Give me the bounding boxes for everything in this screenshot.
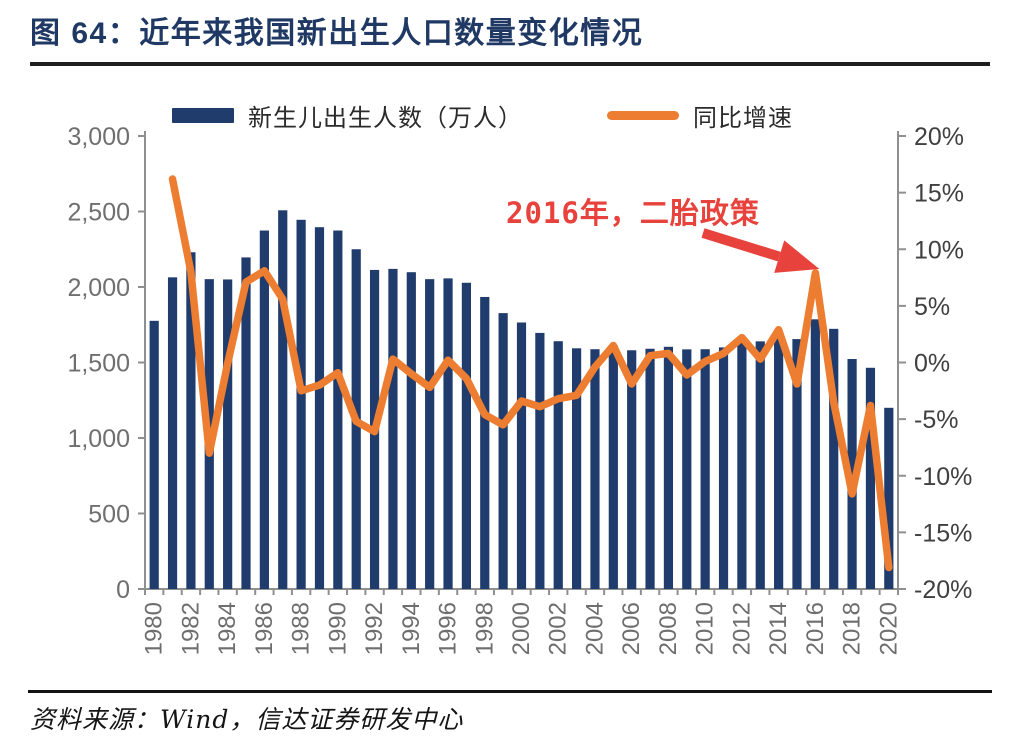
birth-count-bar bbox=[571, 348, 582, 589]
birth-count-bar bbox=[792, 339, 802, 589]
x-axis-year-label: 1986 bbox=[251, 602, 278, 655]
birth-count-bar bbox=[296, 219, 306, 589]
legend-item-births: 新生儿出生人数（万人） bbox=[172, 98, 523, 133]
right-axis-tick-label: 0% bbox=[914, 350, 950, 378]
legend-item-growth: 同比增速 bbox=[607, 98, 793, 133]
birth-count-bar bbox=[149, 320, 159, 589]
birth-count-bar bbox=[627, 350, 637, 589]
x-axis-year-label: 2018 bbox=[839, 602, 866, 655]
x-axis-year-label: 2010 bbox=[692, 602, 719, 655]
x-axis-year-label: 1988 bbox=[288, 602, 315, 655]
right-axis-tick-label: -10% bbox=[914, 463, 972, 491]
x-axis-year-label: 2002 bbox=[545, 602, 572, 655]
birth-count-bar bbox=[241, 257, 251, 589]
birth-count-bar bbox=[700, 349, 710, 589]
figure-title: 图 64：近年来我国新出生人口数量变化情况 bbox=[30, 17, 644, 50]
left-axis-tick-label: 0 bbox=[116, 576, 130, 604]
x-axis-year-label: 2020 bbox=[875, 602, 902, 655]
chart-legend: 新生儿出生人数（万人） 同比增速 bbox=[172, 98, 793, 133]
left-axis-tick-label: 3,000 bbox=[67, 123, 130, 151]
source-note: 资料来源：Wind，信达证券研发中心 bbox=[30, 705, 464, 734]
x-axis-year-label: 1980 bbox=[141, 602, 168, 655]
birth-count-bar bbox=[682, 349, 692, 589]
right-axis-tick-label: -5% bbox=[914, 406, 958, 434]
title-divider bbox=[30, 62, 990, 66]
annotation-arrow-head-icon bbox=[774, 240, 820, 273]
x-axis-year-label: 2000 bbox=[508, 602, 535, 655]
right-axis-tick-label: 20% bbox=[914, 123, 964, 151]
birth-count-bar bbox=[333, 230, 343, 589]
x-axis-year-label: 1996 bbox=[435, 602, 462, 655]
x-axis-year-label: 2006 bbox=[618, 602, 645, 655]
x-axis-year-label: 1990 bbox=[324, 602, 351, 655]
birth-count-bar bbox=[865, 367, 876, 589]
annotation-arrow-shaft bbox=[701, 228, 781, 262]
birth-count-bar bbox=[590, 349, 600, 589]
left-axis-tick-label: 1,500 bbox=[67, 350, 130, 378]
birth-count-bar bbox=[186, 252, 196, 589]
x-axis-year-label: 2014 bbox=[765, 602, 792, 655]
birth-count-bar bbox=[884, 407, 894, 589]
x-axis-year-label: 2012 bbox=[728, 602, 755, 655]
birth-count-bar bbox=[314, 227, 325, 590]
right-axis-tick-label: 15% bbox=[914, 180, 964, 208]
source-divider bbox=[28, 690, 992, 693]
left-axis-tick-label: 2,500 bbox=[67, 199, 130, 227]
x-axis-year-label: 2016 bbox=[802, 602, 829, 655]
x-axis-year-label: 2008 bbox=[655, 602, 682, 655]
birth-count-bar bbox=[847, 359, 857, 589]
birth-count-bar bbox=[516, 322, 527, 589]
birth-count-bar bbox=[388, 268, 398, 589]
birth-count-bar bbox=[461, 282, 472, 589]
right-axis-tick-label: -15% bbox=[914, 519, 972, 547]
left-axis-tick-label: 1,000 bbox=[67, 425, 130, 453]
birth-count-bar bbox=[553, 341, 563, 589]
two-child-policy-annotation: 2016年，二胎政策 bbox=[506, 196, 760, 230]
birth-count-bar bbox=[259, 230, 269, 589]
x-axis-year-label: 1982 bbox=[177, 602, 204, 655]
birth-count-bar bbox=[223, 279, 233, 589]
right-axis-tick-label: -20% bbox=[914, 576, 972, 604]
x-axis-year-label: 1998 bbox=[471, 602, 498, 655]
yoy-growth-line bbox=[168, 175, 893, 572]
x-axis-year-label: 1994 bbox=[398, 602, 425, 655]
birth-count-bar bbox=[498, 313, 508, 589]
birth-count-bar bbox=[774, 334, 784, 589]
right-axis-tick-label: 5% bbox=[914, 293, 950, 321]
x-axis-year-label: 1984 bbox=[214, 602, 241, 655]
growth-line-swatch-icon bbox=[607, 111, 679, 120]
birth-count-bar bbox=[406, 272, 416, 589]
birth-count-bar bbox=[810, 319, 820, 589]
left-axis-tick-label: 2,000 bbox=[67, 274, 130, 302]
birth-count-bar bbox=[167, 277, 178, 589]
birth-count-bar bbox=[425, 279, 435, 589]
birth-count-bar bbox=[737, 342, 747, 589]
birth-count-bar bbox=[718, 347, 729, 589]
birth-count-bar bbox=[278, 210, 288, 590]
right-axis-tick-label: 10% bbox=[914, 236, 964, 264]
birth-count-bar bbox=[645, 348, 655, 589]
birth-count-bar bbox=[608, 345, 618, 589]
birth-count-bar bbox=[829, 328, 839, 589]
birth-count-bar bbox=[443, 278, 453, 589]
growth-legend-label: 同比增速 bbox=[693, 105, 793, 132]
births-bar-swatch-icon bbox=[172, 108, 234, 123]
birth-count-bar bbox=[755, 341, 765, 589]
births-legend-label: 新生儿出生人数（万人） bbox=[248, 105, 523, 132]
x-axis-year-label: 2004 bbox=[581, 602, 608, 655]
x-axis-year-label: 1992 bbox=[361, 602, 388, 655]
birth-count-bar bbox=[480, 296, 490, 589]
birth-count-bar bbox=[663, 346, 674, 589]
birth-count-bar bbox=[535, 332, 545, 589]
left-axis-tick-label: 500 bbox=[88, 501, 130, 529]
